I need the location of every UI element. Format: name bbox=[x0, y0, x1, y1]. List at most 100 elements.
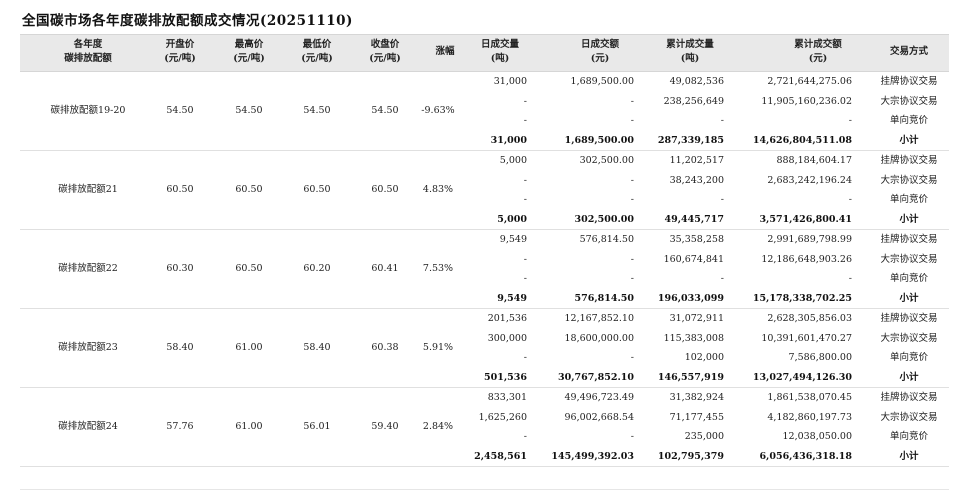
cum-volume: 287,339,185 bbox=[657, 134, 724, 146]
daily-amount: 12,167,852.10 bbox=[564, 313, 634, 324]
cum-volume: 31,072,911 bbox=[669, 313, 724, 324]
header-text: 收盘价 bbox=[370, 39, 400, 50]
quota-name: 碳排放配额23 bbox=[58, 342, 118, 353]
open-price: 60.30 bbox=[166, 263, 194, 274]
daily-amount: 30,767,852.10 bbox=[557, 371, 634, 383]
close-price: 60.38 bbox=[371, 342, 399, 353]
daily-volume: 2,458,561 bbox=[474, 450, 527, 462]
table-row: - - 238,256,649 11,905,160,236.02 大宗协议交易 bbox=[20, 92, 949, 112]
cum-amount: 1,861,538,070.45 bbox=[767, 392, 852, 403]
close-price: 59.40 bbox=[371, 421, 399, 432]
header-text: (元) bbox=[590, 53, 610, 64]
table-row: - - 38,243,200 2,683,242,196.24 大宗协议交易 bbox=[20, 171, 949, 191]
header-text: (元/吨) bbox=[164, 53, 196, 64]
quota-group: 碳排放配额19-20 54.50 54.50 54.50 54.50 -9.63% 31,0… bbox=[20, 72, 949, 151]
page-title: 全国碳市场各年度碳排放配额成交情况(20251110) bbox=[22, 13, 353, 29]
cum-amount: 12,186,648,903.26 bbox=[761, 253, 852, 265]
daily-volume: 9,549 bbox=[497, 292, 527, 304]
daily-volume: - bbox=[523, 95, 527, 107]
daily-amount: 576,814.50 bbox=[579, 234, 634, 245]
header-change: 涨幅 bbox=[420, 45, 470, 59]
cum-amount: 2,991,689,798.99 bbox=[767, 234, 852, 245]
daily-amount: 302,500.00 bbox=[574, 213, 635, 225]
trade-mode: 单向竞价 bbox=[889, 273, 928, 284]
high-price: 61.00 bbox=[235, 421, 263, 432]
table-row: - - 102,000 7,586,800.00 单向竞价 bbox=[20, 348, 949, 368]
daily-volume: - bbox=[523, 273, 527, 284]
close-price: 60.50 bbox=[371, 184, 399, 195]
cum-volume: - bbox=[720, 194, 724, 205]
quota-name: 碳排放配额21 bbox=[58, 184, 118, 195]
cum-volume: 102,000 bbox=[684, 352, 724, 363]
daily-volume: 501,536 bbox=[484, 371, 527, 383]
change-percent: 5.91% bbox=[422, 342, 454, 353]
subtotal-row: 5,000 302,500.00 49,445,717 3,571,426,800.4… bbox=[20, 210, 949, 230]
table-row: - - 235,000 12,038,050.00 单向竞价 bbox=[20, 427, 949, 447]
header-open-price: 开盘价 (元/吨) bbox=[150, 38, 210, 66]
quota-group: 碳排放配额23 58.40 61.00 58.40 60.38 5.91% 201,536 1… bbox=[20, 309, 949, 388]
trade-mode: 单向竞价 bbox=[889, 352, 928, 363]
cum-volume: - bbox=[720, 273, 724, 284]
header-text: (吨) bbox=[490, 53, 510, 64]
high-price: 60.50 bbox=[235, 263, 263, 274]
header-text: 交易方式 bbox=[889, 46, 928, 57]
header-low-price: 最低价 (元/吨) bbox=[287, 38, 347, 66]
daily-amount: 96,002,668.54 bbox=[564, 411, 634, 423]
daily-volume: - bbox=[523, 352, 527, 363]
header-quota-year: 各年度 碳排放配额 bbox=[28, 38, 148, 66]
subtotal-row: 2,458,561 145,499,392.03 102,795,379 6,056,… bbox=[20, 447, 949, 467]
close-price: 54.50 bbox=[371, 105, 399, 116]
daily-volume: - bbox=[523, 194, 527, 205]
header-text: 碳排放配额 bbox=[64, 53, 112, 64]
header-daily-amount: 日成交额 (元) bbox=[550, 38, 650, 66]
trade-mode: 大宗协议交易 bbox=[880, 253, 938, 265]
trade-mode: 大宗协议交易 bbox=[880, 332, 938, 344]
change-percent: 2.84% bbox=[422, 421, 454, 432]
trade-mode: 小计 bbox=[899, 371, 919, 383]
daily-amount: 49,496,723.49 bbox=[564, 392, 634, 403]
table-row: 833,301 49,496,723.49 31,382,924 1,861,538,… bbox=[20, 388, 949, 408]
low-price: 58.40 bbox=[303, 342, 331, 353]
daily-volume: 300,000 bbox=[487, 332, 527, 344]
table-row: 5,000 302,500.00 11,202,517 888,184,604.17 挂… bbox=[20, 151, 949, 171]
header-text: 日成交量 bbox=[480, 39, 519, 50]
high-price: 54.50 bbox=[235, 105, 263, 116]
cum-volume: 238,256,649 bbox=[663, 95, 724, 107]
trade-mode: 挂牌协议交易 bbox=[880, 76, 938, 87]
daily-amount: 1,689,500.00 bbox=[570, 76, 634, 87]
table-row: - - - - 单向竞价 bbox=[20, 269, 949, 289]
cum-volume: 115,383,008 bbox=[663, 332, 724, 344]
open-price: 54.50 bbox=[166, 105, 194, 116]
cum-amount: 14,626,804,511.08 bbox=[752, 134, 852, 146]
cum-volume: 146,557,919 bbox=[657, 371, 724, 383]
trade-mode: 单向竞价 bbox=[889, 194, 928, 205]
header-text: (元/吨) bbox=[369, 53, 401, 64]
header-cum-amount: 累计成交额 (元) bbox=[753, 38, 883, 66]
header-text: 最低价 bbox=[302, 39, 332, 50]
open-price: 58.40 bbox=[166, 342, 194, 353]
cum-volume: - bbox=[720, 115, 724, 126]
table-row: 300,000 18,600,000.00 115,383,008 10,391,60… bbox=[20, 329, 949, 349]
trade-mode: 小计 bbox=[899, 292, 919, 304]
header-text: (元/吨) bbox=[301, 53, 333, 64]
cum-amount: 15,178,338,702.25 bbox=[752, 292, 852, 304]
open-price: 57.76 bbox=[166, 421, 194, 432]
cum-amount: 13,027,494,126.30 bbox=[752, 371, 852, 383]
cum-amount: 3,571,426,800.41 bbox=[759, 213, 852, 225]
daily-amount: - bbox=[630, 174, 634, 186]
daily-amount: - bbox=[630, 253, 634, 265]
change-percent: 7.53% bbox=[422, 263, 454, 274]
daily-amount: - bbox=[630, 431, 634, 442]
daily-amount: 18,600,000.00 bbox=[564, 332, 634, 344]
cum-volume: 71,177,455 bbox=[669, 411, 724, 423]
cum-amount: 12,038,050.00 bbox=[782, 431, 852, 442]
header-daily-volume: 日成交量 (吨) bbox=[465, 38, 535, 66]
daily-volume: - bbox=[523, 431, 527, 442]
header-trade-mode: 交易方式 bbox=[874, 45, 944, 59]
quota-name: 碳排放配额19-20 bbox=[50, 105, 126, 116]
trade-mode: 大宗协议交易 bbox=[880, 411, 938, 423]
table-row: 201,536 12,167,852.10 31,072,911 2,628,305,… bbox=[20, 309, 949, 329]
daily-volume: 31,000 bbox=[490, 134, 527, 146]
low-price: 60.50 bbox=[303, 184, 331, 195]
cum-amount: 11,905,160,236.02 bbox=[761, 95, 852, 107]
